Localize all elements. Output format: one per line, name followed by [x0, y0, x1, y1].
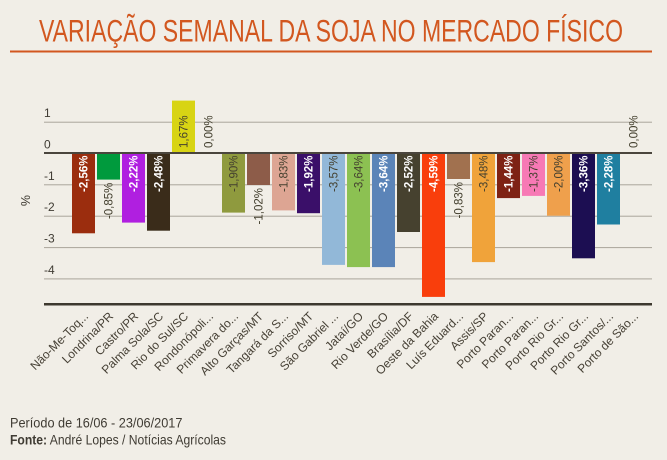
- svg-text:-0,85%: -0,85%: [104, 183, 116, 219]
- svg-text:-0,83%: -0,83%: [454, 182, 466, 218]
- svg-text:-2,52%: -2,52%: [404, 156, 416, 192]
- svg-text:-1,92%: -1,92%: [304, 156, 316, 192]
- svg-text:Período de 16/06 - 23/06/2017: Período de 16/06 - 23/06/2017: [10, 415, 183, 431]
- svg-text:-1,44%: -1,44%: [504, 156, 516, 192]
- svg-text:0,00%: 0,00%: [204, 115, 216, 148]
- svg-text:-4,59%: -4,59%: [429, 156, 441, 192]
- svg-text:-2,22%: -2,22%: [129, 156, 141, 192]
- svg-text:-3,48%: -3,48%: [479, 156, 491, 192]
- svg-text:-3: -3: [44, 232, 55, 246]
- svg-text:-1,90%: -1,90%: [229, 156, 241, 192]
- svg-text:-4: -4: [44, 263, 55, 277]
- svg-text:%: %: [19, 195, 33, 206]
- svg-text:-2: -2: [44, 200, 55, 214]
- svg-text:1,67%: 1,67%: [179, 115, 191, 148]
- svg-text:-3,36%: -3,36%: [579, 156, 591, 192]
- svg-text:-1,02%: -1,02%: [254, 188, 266, 224]
- svg-text:-2,56%: -2,56%: [79, 156, 91, 192]
- svg-text:-2,00%: -2,00%: [554, 156, 566, 192]
- svg-text:-2,48%: -2,48%: [154, 156, 166, 192]
- svg-text:0: 0: [44, 138, 51, 152]
- svg-text:VARIAÇÃO SEMANAL DA SOJA NO ME: VARIAÇÃO SEMANAL DA SOJA NO MERCADO FÍSI…: [39, 13, 623, 49]
- svg-text:-1: -1: [44, 169, 55, 183]
- svg-text:-3,57%: -3,57%: [329, 156, 341, 192]
- svg-text:-1,37%: -1,37%: [529, 156, 541, 192]
- svg-text:0,00%: 0,00%: [629, 115, 641, 148]
- svg-text:Fonte: André Lopes / Notícias: Fonte: André Lopes / Notícias Agrícolas: [10, 432, 226, 448]
- svg-text:1: 1: [44, 106, 51, 120]
- svg-text:-3,64%: -3,64%: [379, 156, 391, 192]
- svg-text:-3,64%: -3,64%: [354, 156, 366, 192]
- svg-text:-1,83%: -1,83%: [279, 156, 291, 192]
- svg-text:-2,28%: -2,28%: [604, 156, 616, 192]
